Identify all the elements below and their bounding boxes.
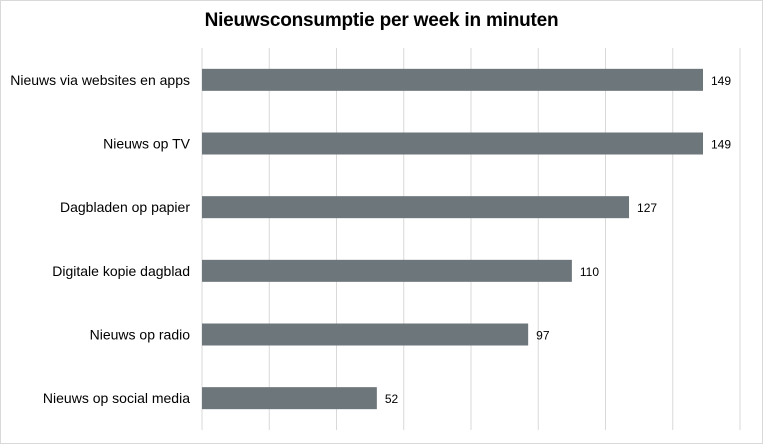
category-label: Nieuws op radio <box>90 327 191 343</box>
gridlines <box>201 48 741 430</box>
bars <box>202 68 704 410</box>
category-label: Dagbladen op papier <box>60 199 190 215</box>
category-label: Nieuws op TV <box>103 136 191 152</box>
category-label: Digitale kopie dagblad <box>52 263 190 279</box>
bar <box>202 387 377 410</box>
category-label: Nieuws via websites en apps <box>10 72 190 88</box>
value-label: 97 <box>536 329 550 343</box>
bar <box>202 259 572 282</box>
value-label: 149 <box>711 74 731 88</box>
bar <box>202 132 704 155</box>
value-label: 110 <box>580 265 599 279</box>
value-label: 52 <box>385 392 399 406</box>
chart-title: Nieuwsconsumptie per week in minuten <box>204 10 559 31</box>
bar <box>202 68 704 91</box>
value-label: 149 <box>711 138 731 152</box>
value-labels: 149 149 127 110 97 52 <box>385 74 732 406</box>
category-label: Nieuws op social media <box>43 390 190 406</box>
bar <box>202 323 529 346</box>
value-label: 127 <box>637 201 657 215</box>
category-labels: Nieuws via websites en apps Nieuws op TV D… <box>10 72 190 406</box>
bar <box>202 196 630 219</box>
